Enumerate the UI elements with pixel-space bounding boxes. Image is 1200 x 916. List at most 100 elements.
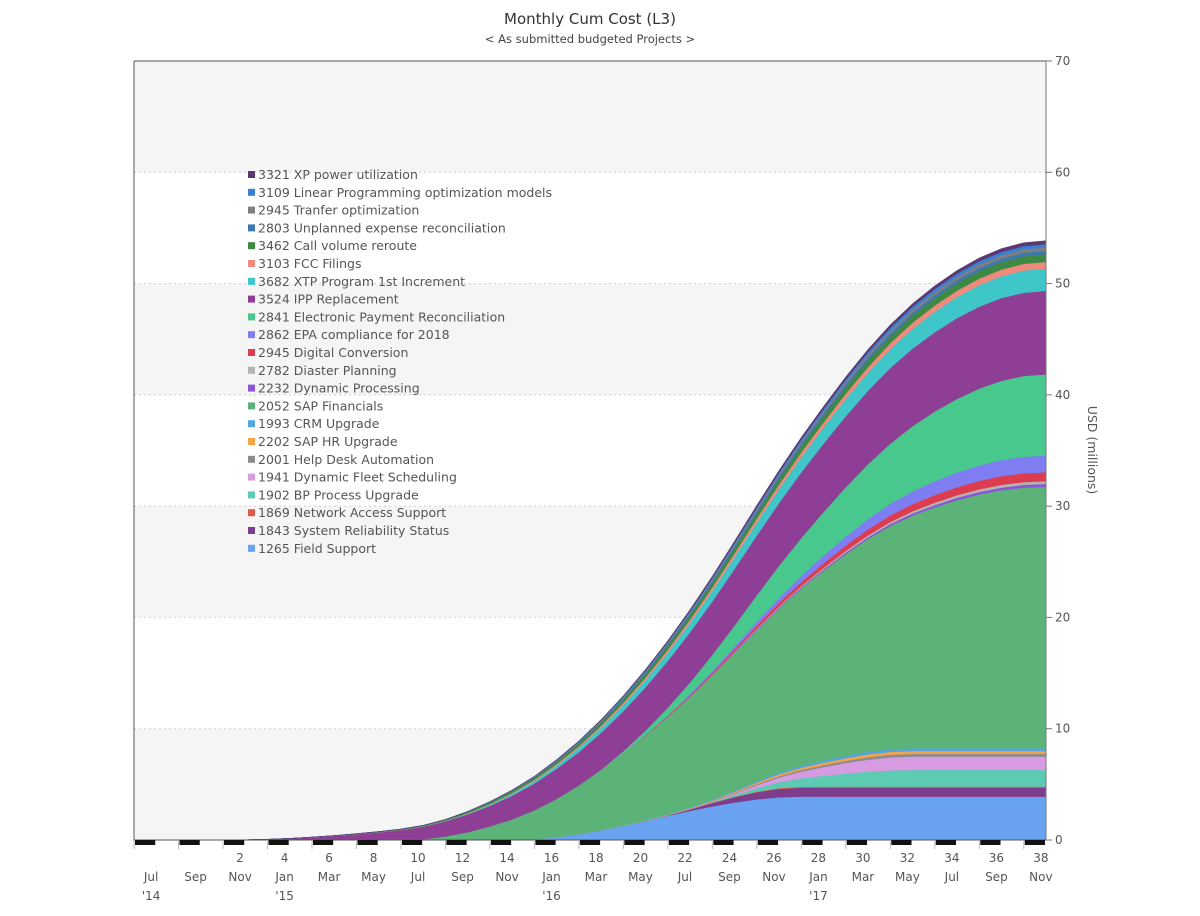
legend-label: 2202 SAP HR Upgrade [258,434,398,449]
x-axis-segment [891,840,912,845]
x-axis: Jul '14 Sep 2 Nov 4 Jan '15 6 Mar 8 May 10 Jul 12 Sep 14… [133,840,1053,903]
legend-swatch [248,206,255,214]
x-tick-number: 2 [236,851,244,865]
x-axis-segment [179,840,200,845]
x-tick-year: '16 [542,889,561,903]
x-axis-segment [802,840,823,845]
legend: 3321 XP power utilization 3109 Linear Pro… [248,167,552,556]
y-tick-label: 10 [1055,722,1070,736]
legend-swatch [248,349,255,356]
x-axis-segment [223,840,245,845]
x-tick-number: 32 [900,851,915,865]
x-axis-segment [668,840,690,845]
legend-swatch [248,384,255,392]
y-axis-label: USD (millions) [1085,406,1100,495]
x-tick-number: 6 [325,851,333,865]
x-tick-number: 26 [766,851,781,865]
x-tick-number: 10 [410,851,425,865]
x-tick-number: 16 [544,851,559,865]
x-axis-segment [312,840,334,845]
legend-label: 2803 Unplanned expense reconciliation [258,220,506,235]
x-tick-number: 36 [989,851,1004,865]
legend-label: 3682 XTP Program 1st Increment [258,274,465,289]
x-axis-segment [401,840,423,845]
x-tick-number: 8 [370,851,378,865]
x-tick-month: Jul [143,870,158,884]
y-tick-label: 70 [1055,54,1070,68]
legend-label: 2782 Diaster Planning [258,363,397,378]
x-tick-month: Mar [318,870,341,884]
x-tick-month: Jan [541,870,561,884]
x-tick-month: Jul [944,870,959,884]
x-tick-month: Nov [1029,870,1052,884]
legend-label: 2945 Digital Conversion [258,345,408,360]
y-axis: 0 10 20 30 40 50 60 70 [1046,54,1070,847]
legend-swatch [248,242,255,250]
legend-label: 1902 BP Process Upgrade [258,487,419,502]
legend-label: 1941 Dynamic Fleet Scheduling [258,470,457,485]
legend-swatch [248,224,255,232]
legend-swatch [248,313,255,321]
legend-label: 3462 Call volume reroute [258,238,417,253]
legend-swatch [248,473,255,481]
x-tick-month: Jul [410,870,425,884]
y-tick-label: 50 [1055,277,1070,291]
x-tick-number: 18 [588,851,603,865]
x-tick-month: Mar [585,870,608,884]
y-tick-label: 30 [1055,499,1070,513]
x-tick-month: Jan [808,870,828,884]
legend-swatch [248,366,255,374]
x-tick-month: Nov [228,870,251,884]
legend-label: 2841 Electronic Payment Reconciliation [258,309,505,324]
legend-label: 1843 System Reliability Status [258,523,449,538]
legend-swatch [248,544,255,552]
x-tick-month: May [895,870,920,884]
x-tick-year: '17 [809,889,828,903]
x-tick-number: 24 [722,851,737,865]
x-axis-segment [713,840,734,845]
x-tick-month: Jul [677,870,692,884]
x-tick-month: May [361,870,386,884]
x-axis-segment [446,840,467,845]
legend-swatch [248,171,255,178]
grid-band [134,61,1046,173]
legend-swatch [248,438,255,445]
x-axis-segment [268,840,289,845]
x-tick-month: May [628,870,653,884]
legend-label: 2001 Help Desk Automation [258,452,434,467]
x-axis-segment [624,840,645,845]
x-axis-segment [935,840,957,845]
chart-subtitle: < As submitted budgeted Projects > [484,32,696,46]
x-tick-number: 12 [455,851,470,865]
x-tick-month: Sep [985,870,1008,884]
x-axis-segment [757,840,779,845]
x-tick-number: 22 [677,851,692,865]
y-tick-label: 60 [1055,165,1070,179]
legend-label: 3524 IPP Replacement [258,292,399,307]
x-tick-month: Mar [852,870,875,884]
x-axis-segment [535,840,556,845]
legend-swatch [248,295,255,303]
x-axis-segment [490,840,512,845]
legend-swatch [248,260,255,267]
legend-label: 2862 EPA compliance for 2018 [258,327,450,342]
x-axis-segment [135,840,156,845]
legend-swatch [248,527,255,534]
legend-label: 2232 Dynamic Processing [258,381,420,396]
x-axis-segment [357,840,378,845]
x-tick-number: 30 [855,851,870,865]
legend-swatch [248,402,255,410]
x-tick-number: 20 [633,851,648,865]
legend-swatch [248,420,255,428]
legend-label: 1869 Network Access Support [258,505,446,520]
x-axis-segment [579,840,601,845]
legend-label: 3109 Linear Programming optimization mod… [258,185,552,200]
x-axis-segment [980,840,1001,845]
x-tick-month: Sep [451,870,474,884]
x-tick-number: 4 [281,851,289,865]
legend-swatch [248,331,255,339]
x-tick-month: Sep [184,870,207,884]
y-tick-label: 0 [1055,833,1063,847]
x-axis-segment [846,840,868,845]
